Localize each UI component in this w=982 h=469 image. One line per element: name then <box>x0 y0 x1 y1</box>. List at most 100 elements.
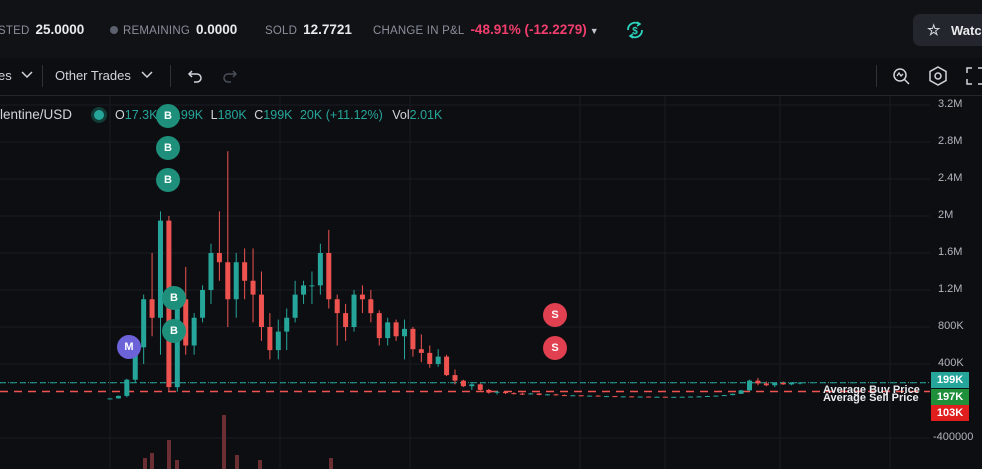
candle-body <box>654 396 660 398</box>
close-value: 199K <box>263 108 293 122</box>
candle-body <box>208 253 214 290</box>
sell-marker[interactable]: S <box>543 336 567 360</box>
volume-value: 2.01K <box>409 108 443 122</box>
volume-key: Vol <box>392 108 410 122</box>
candle-body <box>578 395 584 397</box>
candle-body <box>696 396 702 398</box>
chevron-down-icon <box>21 71 33 79</box>
migration-marker[interactable]: M <box>117 335 141 359</box>
avg-sell-price-tag: 103K <box>931 405 969 421</box>
undo-icon[interactable] <box>185 67 203 85</box>
candle-body <box>225 262 231 300</box>
watchlist-button[interactable]: ☆ Watc <box>913 14 982 46</box>
candle-body <box>545 394 551 396</box>
indicators-icon[interactable] <box>890 65 912 87</box>
candle-body <box>174 299 180 388</box>
candle-body <box>755 380 761 384</box>
candle-body <box>376 313 382 339</box>
candle-body <box>107 398 113 400</box>
candle-body <box>343 313 349 327</box>
watchlist-label: Watc <box>951 23 982 38</box>
y-tick-label: 800K <box>938 320 964 332</box>
candle-body <box>469 384 475 387</box>
candle-body <box>452 375 458 381</box>
other-trades-dropdown[interactable]: Other Trades <box>55 68 153 83</box>
candle-body <box>528 393 534 395</box>
buy-marker[interactable]: B <box>156 168 180 192</box>
sold-label: SOLD <box>265 25 298 37</box>
chart-toolbar: es Other Trades <box>0 58 982 96</box>
candle-body <box>393 322 399 337</box>
candle-body <box>679 396 685 398</box>
candle-body <box>334 299 340 314</box>
candle-body <box>519 393 525 395</box>
candle-body <box>250 280 256 295</box>
y-tick-label: 2.4M <box>938 172 963 184</box>
candle-body <box>359 294 365 300</box>
candle-body <box>200 290 206 318</box>
buy-marker[interactable]: B <box>156 136 180 160</box>
candle-body <box>132 347 138 380</box>
candle-body <box>603 396 609 398</box>
market-status-dot <box>93 110 104 120</box>
candle-body <box>553 394 559 396</box>
candle-body <box>149 299 155 318</box>
candle-body <box>671 396 677 398</box>
pnl-value: -48.91% (-12.2279) <box>470 22 587 37</box>
candle-body <box>713 395 719 397</box>
candle-body <box>427 352 433 364</box>
candle-body <box>444 356 450 376</box>
candle-body <box>494 391 500 393</box>
remaining-stat: REMAINING 0.0000 <box>110 22 237 37</box>
average-sell-price-label: Average Sell Price <box>823 392 919 404</box>
invested-stat: STED 25.0000 <box>0 22 84 37</box>
candle-body <box>688 396 694 398</box>
open-value: 17.3K <box>124 108 158 122</box>
y-tick-label: 2.8M <box>938 135 963 147</box>
position-stats-bar: STED 25.0000 REMAINING 0.0000 SOLD 12.7721 … <box>0 0 982 59</box>
candle-body <box>536 393 542 395</box>
candle-body <box>486 389 492 393</box>
candle-body <box>570 395 576 397</box>
candle-body <box>191 317 197 346</box>
candle-body <box>258 294 264 327</box>
candle-body <box>637 396 643 398</box>
volume-bar <box>329 458 333 469</box>
candle-body <box>662 396 668 398</box>
redo-icon[interactable] <box>222 67 240 85</box>
candle-body <box>385 322 391 339</box>
caret-down-icon[interactable]: ▼ <box>589 26 599 36</box>
candle-body <box>477 384 483 390</box>
timeframe-dropdown[interactable]: es <box>0 68 33 83</box>
candlestick-chart[interactable] <box>0 96 982 469</box>
candle-body <box>418 349 424 353</box>
low-value: 180K <box>217 108 247 122</box>
ohlc-legend: lentine/USD O17.3K H199K L180K C199K 20K… <box>0 107 442 122</box>
volume-bar <box>143 458 147 469</box>
candle-body <box>368 299 374 314</box>
average-buy-price-label: Average Buy Price <box>823 384 920 396</box>
candle-body <box>124 379 130 396</box>
candle-body <box>351 294 357 327</box>
settings-icon[interactable] <box>927 65 949 87</box>
candle-body <box>797 382 803 384</box>
pnl-stat[interactable]: CHANGE IN P&L -48.91% (-12.2279) ▼ <box>373 22 599 37</box>
buy-marker[interactable]: B <box>162 319 186 343</box>
candle-body <box>284 317 290 332</box>
change-value: 20K (+11.12%) <box>299 108 383 122</box>
buy-marker[interactable]: B <box>156 104 180 128</box>
candle-body <box>587 395 593 397</box>
sell-marker[interactable]: S <box>543 303 567 327</box>
invested-label: STED <box>0 25 30 37</box>
divider <box>170 65 171 87</box>
candle-body <box>267 327 273 351</box>
avg-buy-price-tag: 197K <box>931 389 969 405</box>
high-value: 199K <box>173 108 204 122</box>
buy-marker[interactable]: B <box>162 286 186 310</box>
info-icon[interactable] <box>110 26 118 34</box>
fullscreen-icon[interactable] <box>965 66 982 86</box>
currency-swap-icon[interactable]: $ <box>624 19 646 41</box>
candle-body <box>721 395 727 397</box>
candle-body <box>435 356 441 364</box>
other-trades-label: Other Trades <box>55 68 131 83</box>
